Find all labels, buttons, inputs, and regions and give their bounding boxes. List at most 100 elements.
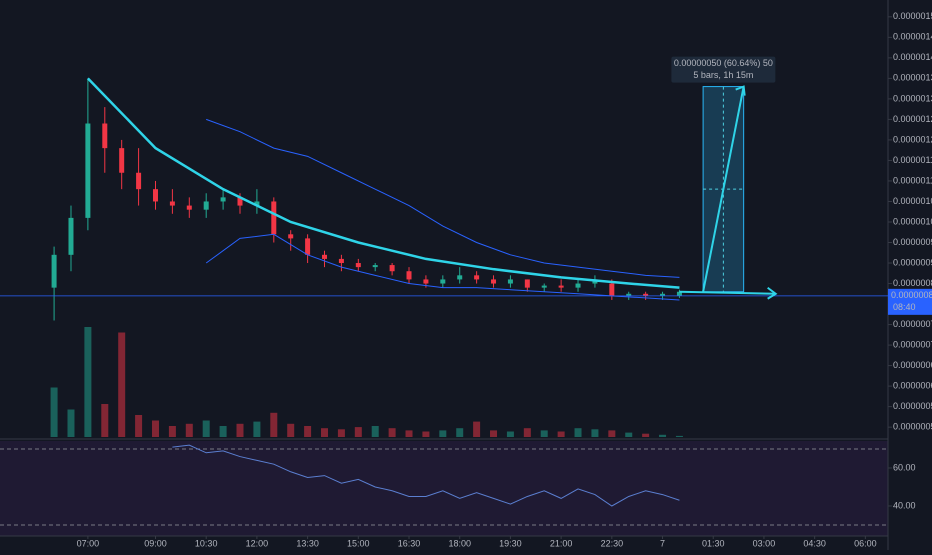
candle-body [474,275,480,280]
volume-bar [287,423,295,437]
candle-body [524,279,530,288]
candle-body [491,279,497,284]
volume-bar [321,428,329,437]
x-tick-label: 12:00 [246,538,269,548]
x-tick-label: 09:00 [144,538,167,548]
x-tick-label: 10:30 [195,538,218,548]
candle-body [152,189,158,202]
y-tick-label: 0.00000145 [893,32,932,42]
volume-bar [135,415,143,437]
volume-bar [456,428,464,437]
volume-bar [50,387,58,437]
candle-body [254,201,260,206]
candle-body [102,123,108,149]
y-tick-label: 0.00000060 [893,380,932,390]
x-tick-label: 06:00 [854,538,877,548]
candle-body [676,291,682,296]
volume-bar [151,420,159,437]
y-tick-label: 0.00000050 [893,422,932,432]
volume-bar [219,426,227,437]
volume-bar [84,327,92,437]
candle-body [372,265,378,268]
volume-bar [439,430,447,437]
last-price-label: 0.00000082 [891,290,932,300]
measure-label: 0.00000050 (60.64%) 50 [674,58,773,68]
volume-bar [185,423,193,437]
candle-body [305,238,311,255]
volume-bar [473,421,481,437]
measure-label-bg [671,56,776,83]
volume-bar [422,431,430,437]
volume-bar [675,435,683,437]
candle-body [406,271,412,280]
y-tick-label: 0.00000150 [893,11,932,21]
y-tick-label: 0.00000055 [893,401,932,411]
y-tick-label: 0.00000110 [893,175,932,185]
y-tick-label: 0.00000140 [893,52,932,62]
candle-body [355,263,361,268]
candle-body [203,201,209,210]
volume-bar [523,428,531,437]
measure-arrow [702,86,745,292]
x-tick-label: 13:30 [296,538,319,548]
rsi-pane [0,441,888,536]
band-upper [206,118,680,278]
candle-body [68,217,74,255]
candle-body [51,254,57,288]
volume-bar [659,434,667,437]
volume-bar [557,431,565,437]
candle-body [609,283,615,296]
volume-bar [253,421,261,437]
volume-bar [118,332,126,437]
volume-bar [270,412,278,437]
x-tick-label: 07:00 [77,538,100,548]
candle-body [85,123,91,218]
candle-body [507,279,513,284]
y-tick-label: 0.00000090 [893,257,932,267]
x-tick-label: 22:30 [601,538,624,548]
candle-body [389,265,395,272]
y-tick-label: 0.00000125 [893,114,932,124]
x-tick-label: 7 [660,538,665,548]
candle-body [322,254,328,259]
y-tick-label: 0.00000105 [893,196,932,206]
x-tick-label: 21:00 [550,538,573,548]
y-tick-label: 0.00000115 [893,155,932,165]
y-tick-label: 0.00000130 [893,93,932,103]
horizontal-arrowhead [767,286,778,300]
candle-body [237,197,243,206]
volume-bar [67,409,75,437]
candle-body [440,279,446,284]
volume-bar [591,429,599,437]
volume-bar [608,430,616,437]
countdown: 08:40 [893,302,916,312]
volume-bar [490,430,498,437]
x-tick-label: 19:30 [499,538,522,548]
candle-body [626,293,632,296]
volume-bar [642,433,650,437]
volume-bar [101,404,109,437]
measure-arrowhead [735,85,746,96]
y-tick-label: 0.00000085 [893,278,932,288]
candle-body [660,293,666,296]
last-price-tag [888,288,932,315]
candle-body [338,258,344,264]
y-tick-label: 0.00000065 [893,360,932,370]
y-tick-label: 0.00000095 [893,237,932,247]
volume-bar [625,432,633,437]
candle-body [558,285,564,288]
candle-body [119,148,125,173]
y-tick-label: 0.00000100 [893,216,932,226]
horizontal-arrow [679,290,776,295]
volume-bar [371,426,379,437]
volume-bar [574,428,582,437]
candle-body [288,234,294,239]
rsi-line [172,444,680,507]
volume-bar [405,430,413,437]
x-tick-label: 01:30 [702,538,725,548]
candle-body [423,279,429,284]
trend-curve [86,77,680,289]
volume-bar [354,427,362,437]
